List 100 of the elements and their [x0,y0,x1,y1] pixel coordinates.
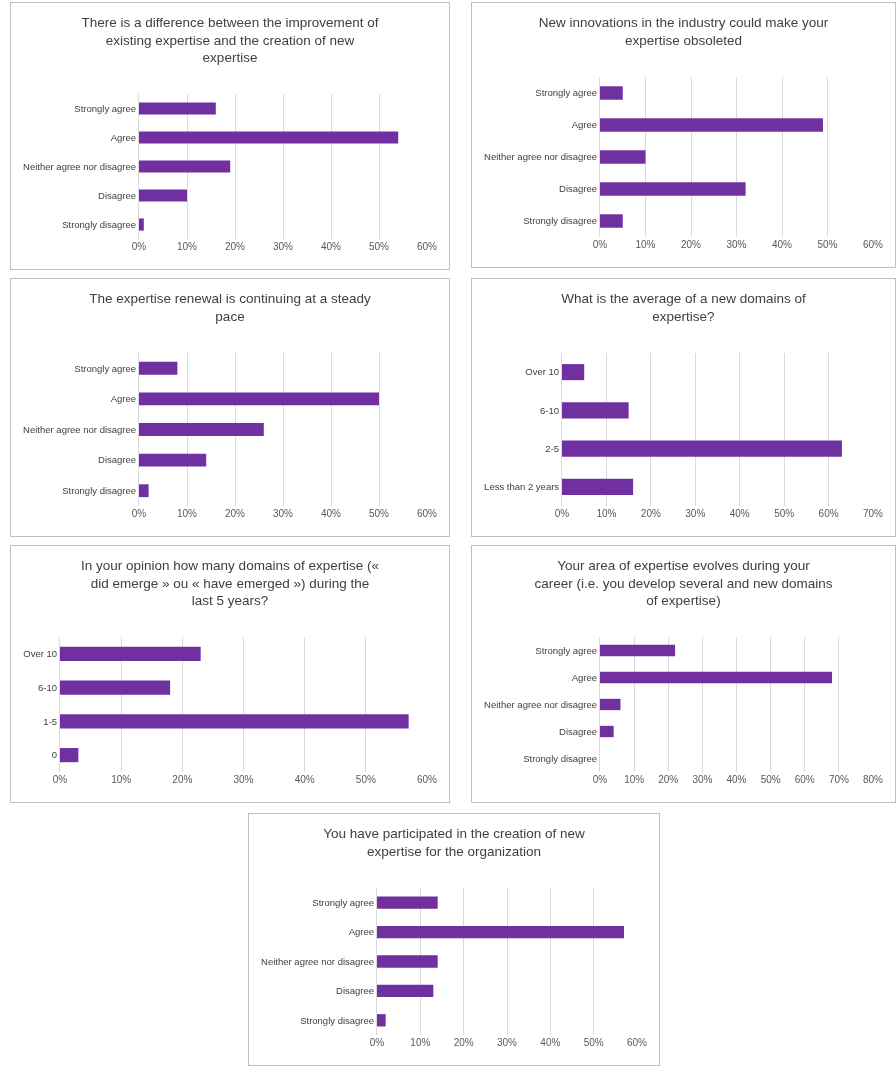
bar [139,189,187,202]
bar [377,1014,386,1027]
x-tick-label: 0% [131,508,147,519]
x-tick-label: 50% [368,508,390,519]
y-tick-label: Strongly disagree [300,1014,375,1026]
y-tick-label: 2-5 [545,442,560,454]
bar [377,984,434,998]
x-tick-label: 10% [624,774,645,785]
y-tick-label: Less than 2 years [484,481,560,493]
bar [139,131,399,144]
x-tick-label: 60% [794,774,815,785]
x-tick-label: 80% [862,774,884,785]
bar [60,714,409,729]
x-tick-label: 40% [294,774,315,785]
y-tick-label: Neither agree nor disagree [484,698,598,710]
x-tick-label: 50% [760,774,781,785]
x-tick-label: 20% [658,774,679,785]
bar [562,478,634,495]
y-tick-label: Strongly disagree [62,218,137,230]
bar [600,182,746,196]
x-tick-label: 40% [320,241,342,252]
chart-title: What is the average of a new domains of expertise? [561,291,807,324]
x-tick-label: 60% [626,1037,648,1048]
bar [600,644,676,657]
chart-title: New innovations in the industry could make your expertise obsoleted [538,15,829,48]
x-tick-label: 30% [726,239,747,250]
x-tick-label: 30% [692,774,713,785]
y-tick-label: Disagree [336,985,375,997]
y-tick-label: Agree [571,119,598,131]
y-tick-label: Strongly disagree [523,752,598,764]
y-tick-label: 1-5 [43,715,58,727]
x-tick-label: 0% [52,774,68,785]
chart-title: Your area of expertise evolves during your career (i.e. you develop several and new domains of expertise) [534,558,833,609]
x-tick-label: 30% [233,774,254,785]
y-tick-label: Agree [110,393,137,405]
bar [600,698,621,711]
x-tick-label: 60% [862,239,884,250]
bar [562,364,585,381]
bar [377,925,624,939]
bar [139,218,144,231]
x-tick-label: 0% [554,508,570,519]
x-tick-label: 10% [111,774,132,785]
x-tick-label: 0% [131,241,147,252]
x-tick-label: 40% [771,239,793,250]
y-tick-label: Strongly agree [535,87,598,99]
x-tick-label: 20% [640,508,661,519]
x-tick-label: 50% [817,239,838,250]
bar [600,671,833,684]
x-tick-label: 50% [355,774,376,785]
bar [600,118,823,132]
x-tick-label: 30% [272,508,294,519]
y-tick-label: Neither agree nor disagree [484,151,598,163]
y-tick-label: Agree [110,131,137,143]
x-tick-label: 20% [224,508,246,519]
x-tick-label: 60% [416,774,438,785]
x-tick-label: 30% [272,241,294,252]
bar [600,725,614,738]
bar [600,150,646,164]
x-tick-label: 40% [320,508,342,519]
bar [377,896,438,909]
y-tick-label: Disagree [559,725,598,737]
x-tick-label: 10% [596,508,617,519]
bar [377,955,438,968]
y-tick-label: Strongly disagree [62,485,137,497]
bar [139,453,207,467]
x-tick-label: 20% [172,774,193,785]
y-tick-label: Neither agree nor disagree [23,160,137,172]
y-tick-label: Disagree [98,454,137,466]
bar [60,646,201,661]
y-tick-label: Neither agree nor disagree [23,423,137,435]
x-tick-label: 20% [224,241,246,252]
x-tick-label: 0% [592,239,608,250]
y-tick-label: Strongly agree [535,644,598,656]
x-tick-label: 40% [726,774,747,785]
chart-title: You have participated in the creation of new expertise for the organization [323,826,585,859]
y-tick-label: Over 10 [23,648,58,660]
x-tick-label: 70% [828,774,849,785]
x-tick-label: 50% [583,1037,604,1048]
chart-title: In your opinion how many domains of expertise (« did emerge » ou « have emerged ») during the last 5 years? [81,558,379,609]
bar [60,680,171,695]
x-tick-label: 50% [774,508,795,519]
chart-title: There is a difference between the improvement of existing expertise and the creation of new expertise [81,15,379,66]
y-tick-label: Agree [571,671,598,683]
bar [139,423,264,436]
x-tick-label: 10% [635,239,656,250]
y-tick-label: Over 10 [525,366,560,378]
x-tick-label: 60% [416,241,438,252]
bar [139,102,216,115]
y-tick-label: Strongly disagree [523,215,598,227]
y-tick-label: Neither agree nor disagree [261,955,375,967]
x-tick-label: 20% [680,239,702,250]
y-tick-label: 0 [51,749,58,761]
y-tick-label: Strongly agree [74,102,137,114]
bar [139,392,379,406]
x-tick-label: 60% [818,508,839,519]
x-tick-label: 0% [592,774,608,785]
bar [139,484,149,498]
bar [600,86,623,100]
y-tick-label: Strongly agree [312,897,375,909]
x-tick-label: 10% [176,241,198,252]
